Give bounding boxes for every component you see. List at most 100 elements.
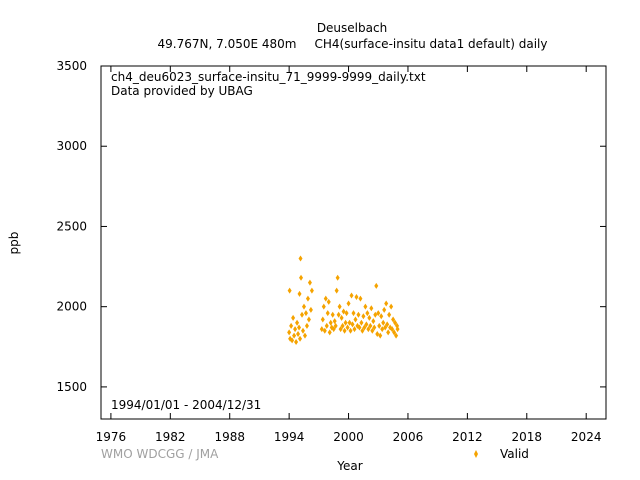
data-point: [391, 316, 396, 323]
y-tick-label: 2500: [56, 219, 87, 233]
data-points: [287, 255, 400, 345]
data-point: [321, 303, 326, 310]
data-point: [332, 318, 337, 325]
data-point: [319, 326, 324, 333]
data-point: [392, 329, 397, 336]
data-point: [351, 310, 356, 317]
data-point: [357, 324, 362, 331]
data-point: [287, 287, 292, 294]
x-tick-label: 1982: [155, 430, 186, 444]
legend-marker-icon: [474, 450, 478, 458]
data-point: [330, 311, 335, 318]
data-point: [333, 322, 338, 329]
data-point: [372, 324, 377, 331]
x-tick-label: 2000: [333, 430, 364, 444]
data-point: [371, 318, 376, 325]
data-point: [335, 274, 340, 281]
data-point: [375, 330, 380, 337]
data-point: [394, 332, 399, 339]
data-point: [369, 305, 374, 312]
data-point: [341, 308, 346, 315]
data-point: [390, 326, 395, 333]
data-point: [294, 338, 299, 345]
data-point: [362, 324, 367, 331]
data-point: [379, 313, 384, 320]
data-point: [308, 306, 313, 313]
plot-file-label: ch4_deu6023_surface-insitu_71_9999-9999_…: [111, 70, 426, 84]
data-point: [361, 313, 366, 320]
data-point: [301, 327, 305, 334]
y-tick-label: 3500: [56, 59, 87, 73]
data-point: [291, 314, 296, 321]
data-point: [337, 303, 342, 310]
data-point: [323, 295, 328, 302]
data-point: [325, 310, 330, 317]
x-tick-label: 2006: [393, 430, 424, 444]
data-point: [385, 321, 390, 328]
data-point: [300, 311, 305, 318]
data-point: [302, 332, 307, 339]
data-point: [304, 322, 309, 329]
data-point: [376, 310, 381, 317]
data-point: [363, 303, 368, 310]
data-point: [299, 274, 304, 281]
y-tick-label: 3000: [56, 139, 87, 153]
data-point: [377, 322, 382, 329]
data-point: [360, 327, 365, 334]
data-point: [383, 324, 388, 331]
data-point: [292, 332, 297, 339]
data-point: [290, 337, 295, 344]
data-point: [347, 319, 352, 326]
data-point: [307, 279, 312, 286]
data-point: [343, 319, 348, 326]
data-point: [339, 314, 344, 321]
data-point: [348, 327, 353, 334]
legend-label-valid: Valid: [500, 447, 529, 461]
data-point: [326, 298, 331, 305]
y-tick-label: 2000: [56, 300, 87, 314]
data-point: [354, 294, 359, 301]
data-point: [393, 319, 398, 326]
data-point: [386, 329, 391, 336]
data-point: [298, 255, 303, 262]
data-point: [331, 326, 336, 333]
x-tick-label: 2024: [571, 430, 602, 444]
data-point: [327, 329, 332, 336]
data-point: [395, 326, 400, 333]
data-point: [305, 295, 310, 302]
data-point: [380, 326, 385, 333]
data-point: [359, 319, 364, 326]
data-point: [338, 326, 343, 333]
data-point: [303, 310, 308, 317]
y-axis-label: ppb: [7, 232, 21, 255]
x-tick-label: 2012: [452, 430, 483, 444]
data-point: [368, 322, 373, 329]
chart-title-dataset: CH4(surface-insitu data1 default) daily: [315, 37, 548, 51]
y-tick-label: 1500: [56, 380, 87, 394]
data-point: [378, 332, 383, 339]
plot-frame: [100, 65, 607, 420]
data-point: [381, 319, 386, 326]
chart-title-station: Deuselbach: [317, 21, 387, 35]
data-point: [297, 290, 302, 297]
data-point: [367, 314, 372, 321]
data-point: [298, 335, 303, 342]
data-point: [297, 324, 302, 331]
data-point: [340, 322, 345, 329]
data-point: [387, 311, 392, 318]
y-axis: 1500 2000 2500 3000 3500: [56, 59, 606, 394]
plot-provider-label: Data provided by UBAG: [111, 84, 253, 98]
data-point: [373, 311, 378, 318]
data-point: [322, 327, 327, 334]
data-point: [320, 316, 325, 323]
x-tick-label: 1994: [274, 430, 305, 444]
x-tick-label: 1988: [214, 430, 245, 444]
data-point: [295, 319, 300, 326]
x-axis: 1976 1982 1988 1994 2000 2006 2012 2018 2024: [96, 66, 602, 444]
data-point: [356, 311, 361, 318]
data-point: [336, 311, 341, 318]
data-point: [306, 316, 311, 323]
data-point: [301, 303, 306, 310]
data-point: [366, 326, 371, 333]
data-point: [353, 316, 358, 323]
